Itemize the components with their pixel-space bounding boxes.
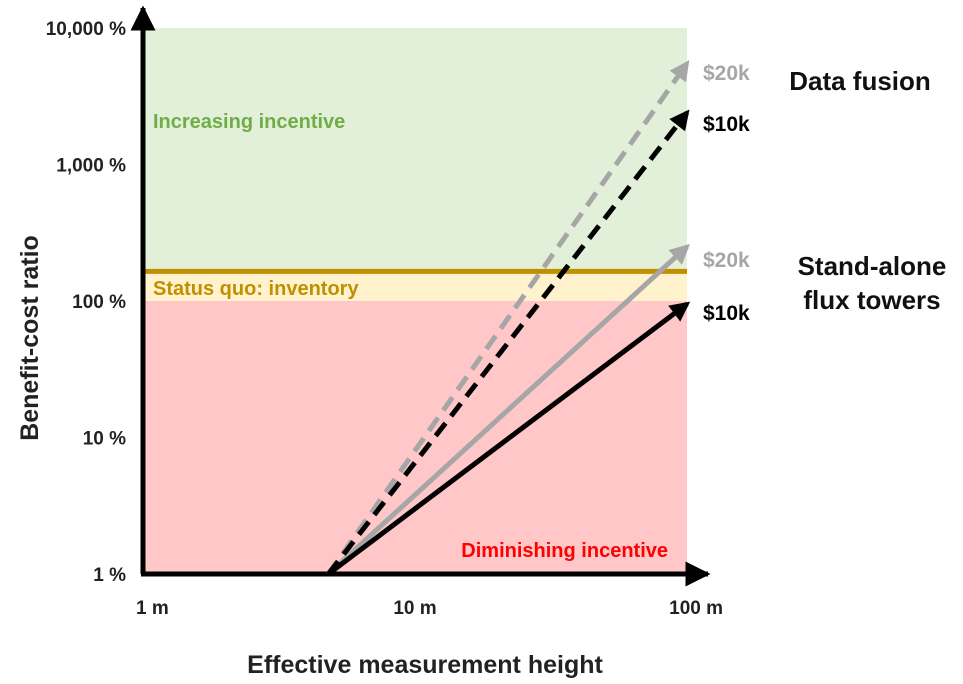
group-label: Data fusion [789,66,931,96]
y-tick-label: 1,000 % [56,156,126,177]
series-arrows [326,60,691,576]
zone-status-quo [143,271,687,301]
series-label-tower-20k: $20k [703,249,750,272]
series-label-fusion-10k: $10k [703,113,750,136]
zone-label-diminishing: Diminishing incentive [461,540,668,562]
series-label-tower-10k: $10k [703,302,750,325]
series-arrow-tower-10k [326,301,691,576]
series-arrow-tower-20k [326,243,690,576]
zone-increasing [143,28,687,272]
zone-label-increasing: Increasing incentive [153,111,345,133]
series-label-fusion-20k: $20k [703,62,750,85]
group-label: Stand-alone [798,251,947,281]
y-tick-label: 10 % [83,429,126,450]
x-tick-label: 10 m [393,598,436,619]
chart-labels: Increasing incentive Status quo: inventor… [153,62,946,562]
y-tick-label: 10,000 % [46,19,126,40]
zone-diminishing [143,301,687,574]
x-axis-title: Effective measurement height [247,651,603,679]
series-arrow-fusion-20k [326,60,690,576]
y-tick-label: 1 % [93,565,126,586]
x-tick-label: 1 m [136,598,169,619]
series-arrow-fusion-10k [326,109,690,576]
y-axis-title: Benefit-cost ratio [16,235,44,441]
axes: 1 % 10 % 100 % 1,000 % 10,000 % 1 m 10 m 100 m E… [16,5,723,679]
x-tick-label: 100 m [669,598,723,619]
background-zones [143,28,687,574]
zone-label-status-quo: Status quo: inventory [153,278,359,300]
group-label: flux towers [803,285,940,315]
y-tick-label: 100 % [72,292,126,313]
